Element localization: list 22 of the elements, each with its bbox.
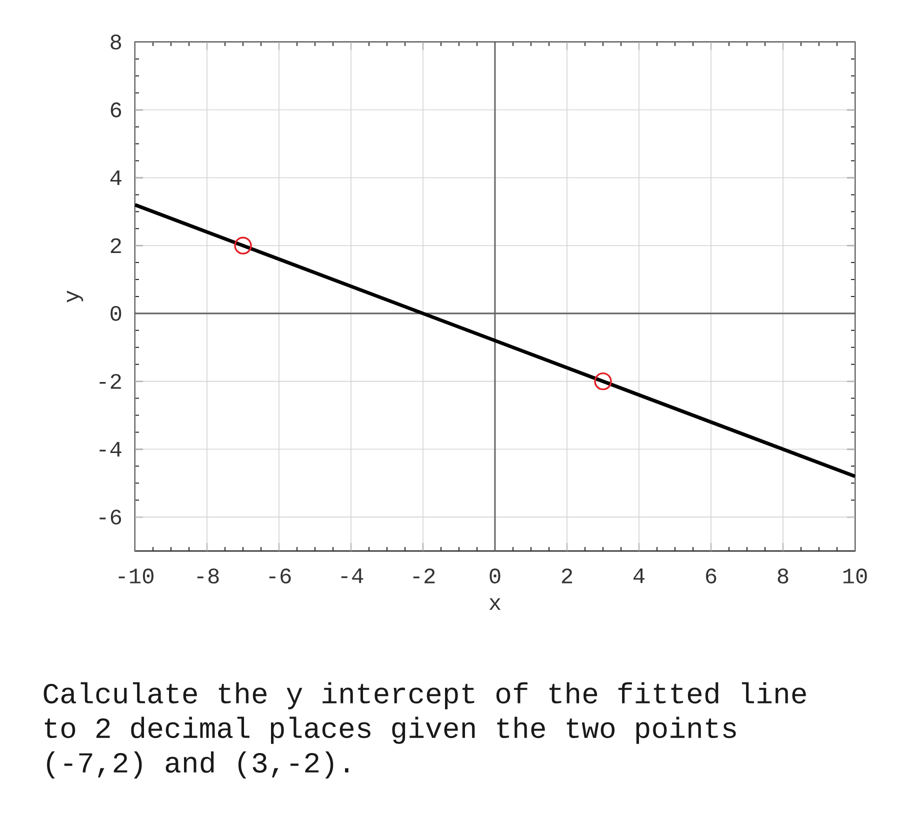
x-tick-label: 4 xyxy=(634,568,644,584)
y-tick-label: 2 xyxy=(110,238,121,253)
x-tick-label: 6 xyxy=(706,568,716,584)
y-tick-label: -4 xyxy=(100,442,122,456)
x-tick-label: 10 xyxy=(843,568,867,584)
x-tick-label: -4 xyxy=(341,568,364,584)
x-tick-label: -8 xyxy=(197,568,219,584)
x-axis-title: x xyxy=(489,598,501,610)
text: Calculate the y intercept of the fitted line to 2 decimal places given the two points (-7,2) and (3,-2). xyxy=(44,682,806,778)
x-tick-label: -10 xyxy=(118,568,154,584)
y-axis-title: y xyxy=(66,290,84,302)
x-tick-label: -2 xyxy=(413,568,435,584)
x-tick-label: 8 xyxy=(778,568,788,584)
y-tick-label: -2 xyxy=(100,374,121,389)
x-tick-label: 2 xyxy=(562,568,572,584)
y-tick-label: 4 xyxy=(110,170,122,185)
y-tick-label: 8 xyxy=(110,34,122,50)
y-tick-label: -6 xyxy=(100,510,122,525)
y-tick-label: 0 xyxy=(110,306,122,321)
x-tick-label: 0 xyxy=(490,568,500,584)
x-tick-label: -6 xyxy=(269,568,291,584)
y-tick-label: 6 xyxy=(110,102,122,118)
